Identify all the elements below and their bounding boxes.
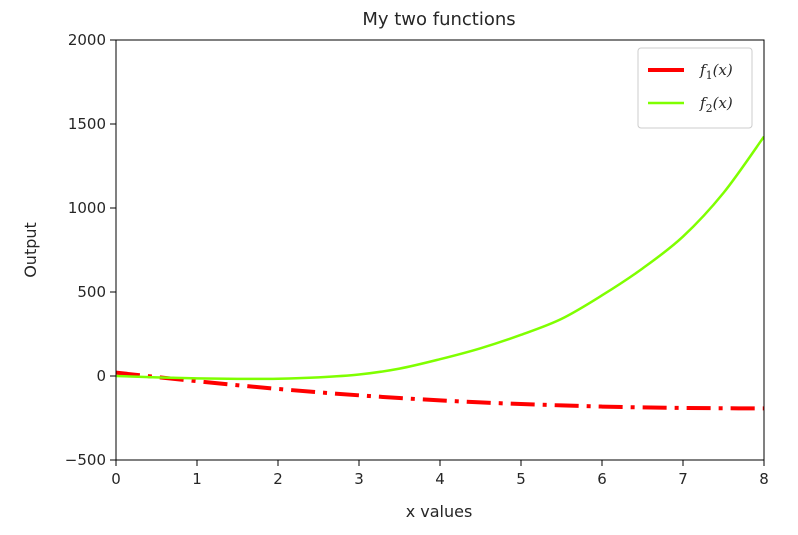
legend-box — [637, 47, 753, 129]
y-tick-label: 0 — [96, 367, 106, 385]
series-line-2 — [116, 135, 764, 381]
legend: f1(x) f2(x) — [637, 47, 753, 129]
x-axis-ticks: 0 1 2 3 4 5 6 7 8 — [111, 460, 769, 488]
y-axis-label: Output — [21, 222, 40, 278]
x-tick-label: 1 — [192, 470, 202, 488]
x-tick-label: 4 — [435, 470, 445, 488]
x-tick-label: 0 — [111, 470, 121, 488]
series-layer — [116, 135, 764, 411]
x-tick-label: 6 — [597, 470, 607, 488]
legend-label-2: f2(x) — [699, 94, 733, 115]
y-tick-label: 500 — [77, 283, 106, 301]
x-tick-label: 2 — [273, 470, 283, 488]
chart-title: My two functions — [362, 9, 515, 30]
series-line-1 — [116, 370, 764, 411]
y-tick-label: −500 — [65, 451, 106, 469]
x-axis-label: x values — [406, 502, 473, 521]
x-tick-label: 5 — [516, 470, 526, 488]
y-tick-label: 1000 — [68, 199, 106, 217]
y-tick-label: 1500 — [68, 115, 106, 133]
y-axis-ticks: 2000 1500 1000 500 0 −500 — [65, 31, 116, 469]
y-tick-label: 2000 — [68, 31, 106, 49]
legend-label-1: f1(x) — [699, 61, 733, 82]
x-tick-label: 7 — [678, 470, 688, 488]
x-tick-label: 8 — [759, 470, 769, 488]
x-tick-label: 3 — [354, 470, 364, 488]
